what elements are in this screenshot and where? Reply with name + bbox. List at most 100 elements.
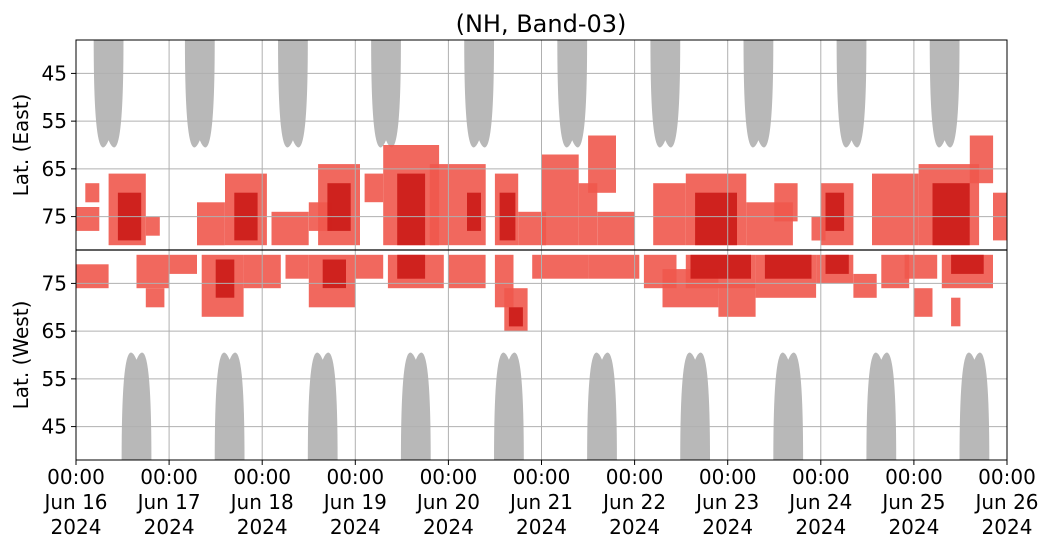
y-tick-label-east-2: 65 (42, 157, 67, 181)
event-cell-39 (145, 288, 165, 308)
event-cell-59 (690, 254, 751, 279)
event-cell-62 (764, 254, 812, 279)
x-tick-label-2-line3: 2024 (237, 515, 288, 539)
event-cell-46 (322, 259, 346, 289)
x-tick-label-7-line2: Jun 23 (694, 490, 759, 514)
no-data-lobe-west-5 (587, 352, 617, 460)
y-tick-label-east-0: 45 (42, 61, 67, 85)
x-tick-label-9-line2: Jun 25 (880, 490, 945, 514)
event-cell-22 (588, 135, 616, 193)
event-cell-26 (695, 192, 737, 246)
y-tick-label-east-1: 55 (42, 109, 67, 133)
x-tick-label-0-line2: Jun 16 (42, 490, 107, 514)
x-tick-label-10-line3: 2024 (982, 515, 1033, 539)
x-tick-label-4-line2: Jun 20 (415, 490, 480, 514)
event-cell-12 (364, 173, 384, 203)
no-data-lobe-west-2 (307, 352, 338, 460)
event-cell-66 (881, 254, 910, 289)
no-data-lobe-east-0 (93, 40, 124, 148)
x-tick-label-2-line1: 00:00 (233, 465, 291, 489)
no-data-lobe-west-8 (866, 352, 897, 460)
y-tick-label-west-2: 55 (42, 367, 67, 391)
x-tick-label-6-line3: 2024 (609, 515, 660, 539)
x-tick-label-10-line2: Jun 26 (973, 490, 1038, 514)
x-tick-label-9-line3: 2024 (888, 515, 939, 539)
no-data-lobe-west-7 (773, 352, 804, 460)
x-tick-label-1-line2: Jun 17 (136, 490, 201, 514)
event-cell-68 (913, 288, 933, 317)
event-cell-44 (285, 254, 309, 279)
no-data-regions (93, 40, 990, 460)
event-cell-23 (597, 211, 635, 246)
no-data-lobe-east-9 (929, 40, 960, 148)
x-tick-label-4-line1: 00:00 (420, 465, 478, 489)
event-cell-31 (825, 192, 845, 231)
event-cell-38 (136, 254, 170, 289)
event-cell-28 (774, 183, 798, 222)
event-cell-40 (169, 254, 197, 274)
x-tick-label-5-line2: Jun 21 (508, 490, 573, 514)
x-tick-label-3-line2: Jun 19 (322, 490, 387, 514)
event-cell-5 (197, 202, 225, 246)
x-tick-label-8-line1: 00:00 (792, 465, 850, 489)
x-tick-label-6-line1: 00:00 (606, 465, 664, 489)
x-tick-label-3-line3: 2024 (330, 515, 381, 539)
no-data-lobe-west-4 (494, 352, 524, 460)
event-cell-0 (76, 207, 100, 231)
no-data-lobe-east-1 (184, 40, 215, 148)
no-data-lobe-east-8 (836, 40, 867, 148)
event-cell-50 (448, 254, 486, 289)
no-data-lobe-west-6 (680, 352, 711, 460)
event-cell-55 (588, 254, 640, 279)
x-tick-label-9-line1: 00:00 (885, 465, 943, 489)
event-cell-54 (532, 254, 589, 279)
event-cell-65 (853, 273, 877, 298)
y-tick-label-west-1: 65 (42, 319, 67, 343)
no-data-lobe-east-7 (743, 40, 774, 148)
no-data-lobe-west-1 (214, 352, 245, 460)
event-cell-70 (951, 254, 984, 274)
event-cell-4 (145, 216, 160, 236)
event-cell-14 (397, 173, 426, 246)
event-cell-16 (467, 192, 481, 231)
event-cell-21 (578, 183, 598, 246)
event-cell-67 (904, 254, 938, 279)
no-data-lobe-west-0 (121, 352, 152, 460)
x-tick-label-0-line3: 2024 (51, 515, 102, 539)
x-tick-label-7-line1: 00:00 (699, 465, 757, 489)
event-cell-1 (85, 183, 100, 203)
x-tick-label-10-line1: 00:00 (978, 465, 1036, 489)
chart-title: (NH, Band-03) (456, 10, 627, 38)
event-cell-47 (355, 254, 384, 279)
x-tick-label-2-line2: Jun 18 (229, 490, 294, 514)
y-tick-label-west-0: 75 (42, 271, 67, 295)
event-cell-11 (327, 183, 351, 231)
event-cell-24 (653, 183, 686, 246)
event-cell-37 (76, 264, 109, 289)
x-tick-label-6-line2: Jun 22 (601, 490, 666, 514)
event-cell-42 (215, 259, 235, 298)
x-tick-label-7-line3: 2024 (702, 515, 753, 539)
x-tick-label-1-line3: 2024 (144, 515, 195, 539)
event-cell-32 (872, 173, 919, 246)
y-axis-label-west: Lat. (West) (9, 301, 33, 410)
event-cell-64 (825, 254, 849, 274)
no-data-lobe-west-3 (400, 352, 431, 460)
no-data-lobe-east-5 (557, 40, 588, 148)
no-data-lobe-east-3 (371, 40, 401, 148)
no-data-lobe-east-6 (650, 40, 681, 148)
no-data-lobe-west-9 (959, 352, 990, 460)
x-tick-label-5-line1: 00:00 (513, 465, 571, 489)
y-tick-label-west-3: 45 (42, 415, 67, 439)
event-cell-8 (271, 211, 309, 246)
x-tick-label-8-line3: 2024 (795, 515, 846, 539)
x-tick-label-8-line2: Jun 24 (787, 490, 852, 514)
event-cell-71 (951, 297, 961, 327)
event-cell-60 (718, 283, 756, 317)
event-cell-20 (541, 154, 579, 246)
event-cell-53 (508, 307, 523, 327)
x-tick-label-3-line1: 00:00 (326, 465, 384, 489)
no-data-lobe-east-2 (278, 40, 308, 148)
